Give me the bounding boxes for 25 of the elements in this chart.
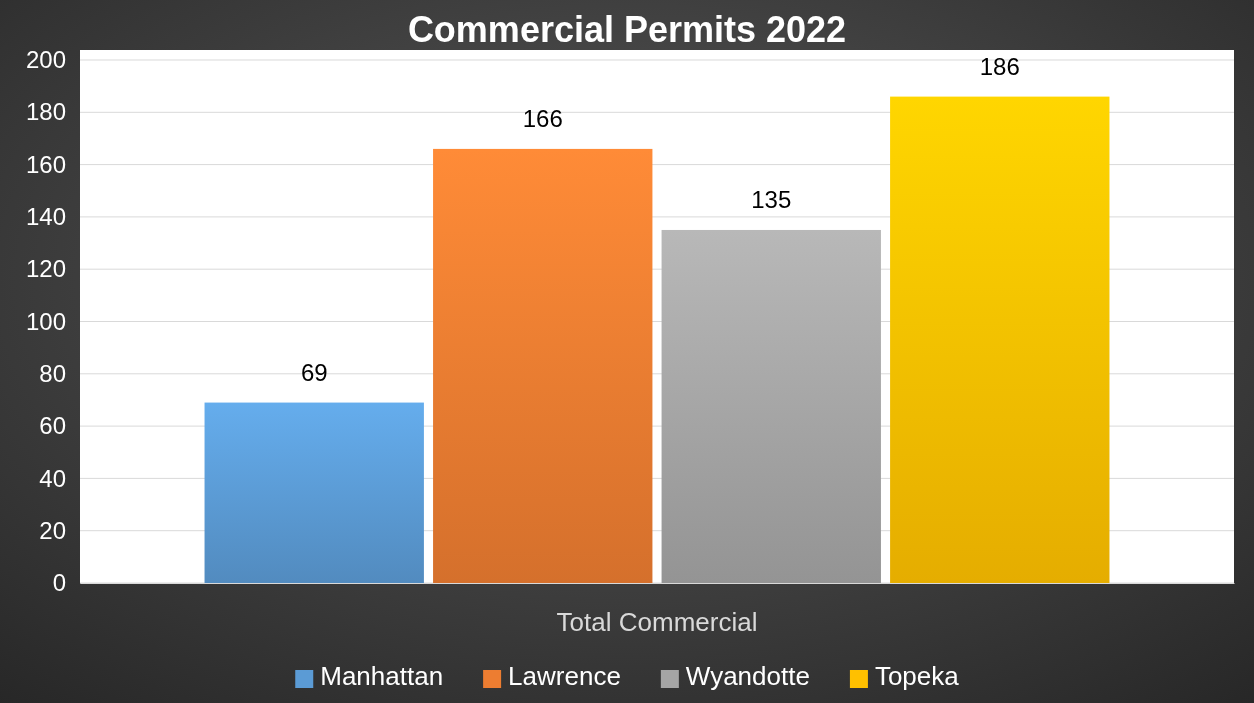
- y-tick-label: 120: [25, 255, 66, 283]
- data-label: 69: [300, 358, 328, 386]
- bar: [890, 96, 1110, 583]
- y-tick-label: 60: [39, 412, 66, 440]
- y-tick-label: 0: [52, 569, 66, 597]
- y-tick-label: 200: [25, 46, 66, 74]
- y-tick-label: 40: [39, 464, 66, 492]
- legend-label: Wyandotte: [685, 661, 810, 691]
- y-tick-label: 180: [25, 98, 66, 126]
- legend-label: Manhattan: [320, 661, 444, 691]
- y-tick-label: 140: [25, 203, 66, 231]
- legend-label: Lawrence: [508, 661, 621, 691]
- y-tick-label: 20: [39, 516, 66, 544]
- x-tick-label: Total Commercial: [556, 607, 758, 638]
- y-tick-label: 160: [25, 150, 66, 178]
- data-label: 186: [979, 52, 1020, 80]
- data-label: 135: [751, 185, 792, 213]
- y-tick-label: 80: [39, 359, 66, 387]
- bar: [661, 229, 881, 583]
- chart-title: Commercial Permits 2022: [407, 9, 847, 50]
- legend-label: Topeka: [874, 661, 960, 691]
- bar: [433, 148, 653, 583]
- y-tick-label: 100: [25, 307, 66, 335]
- bar: [204, 402, 424, 583]
- data-label: 166: [522, 104, 563, 132]
